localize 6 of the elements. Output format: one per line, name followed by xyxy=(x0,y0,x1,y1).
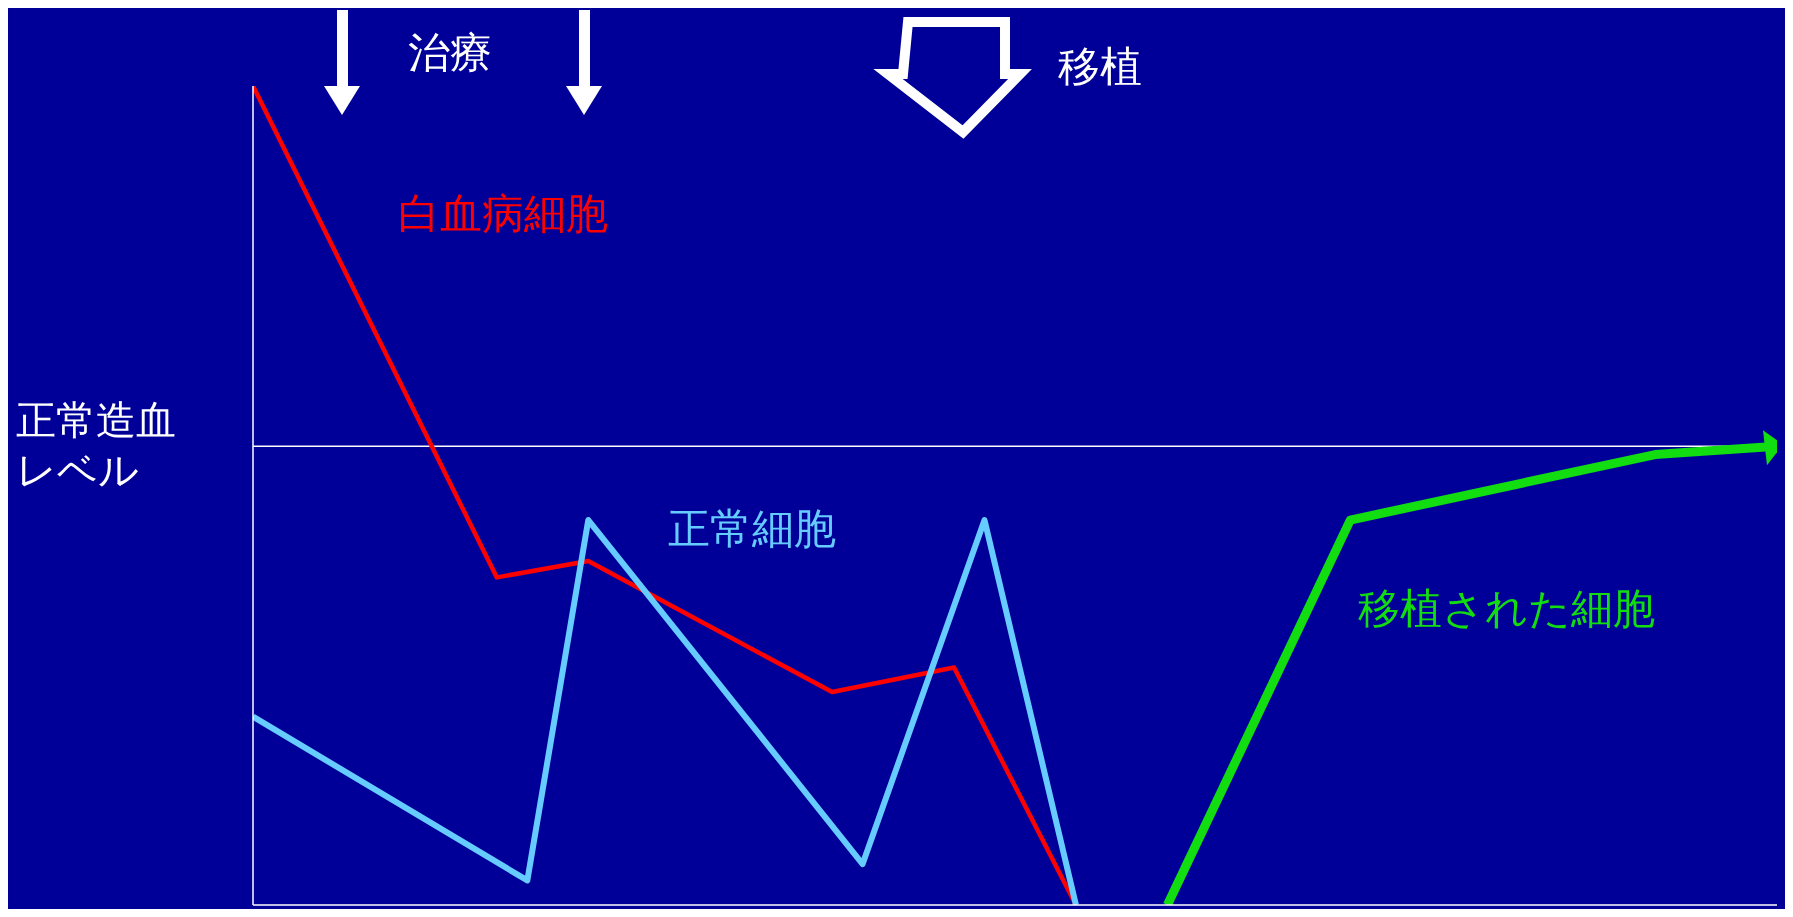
text: 治療 xyxy=(408,28,492,77)
series-label: 正常細胞 xyxy=(668,504,836,553)
series-label: 移植された細胞 xyxy=(1358,584,1655,633)
ref-line-label: 正常造血レベル xyxy=(16,395,177,495)
annotation: 移植 xyxy=(1058,42,1142,91)
series-label: 白血病細胞 xyxy=(398,189,608,238)
